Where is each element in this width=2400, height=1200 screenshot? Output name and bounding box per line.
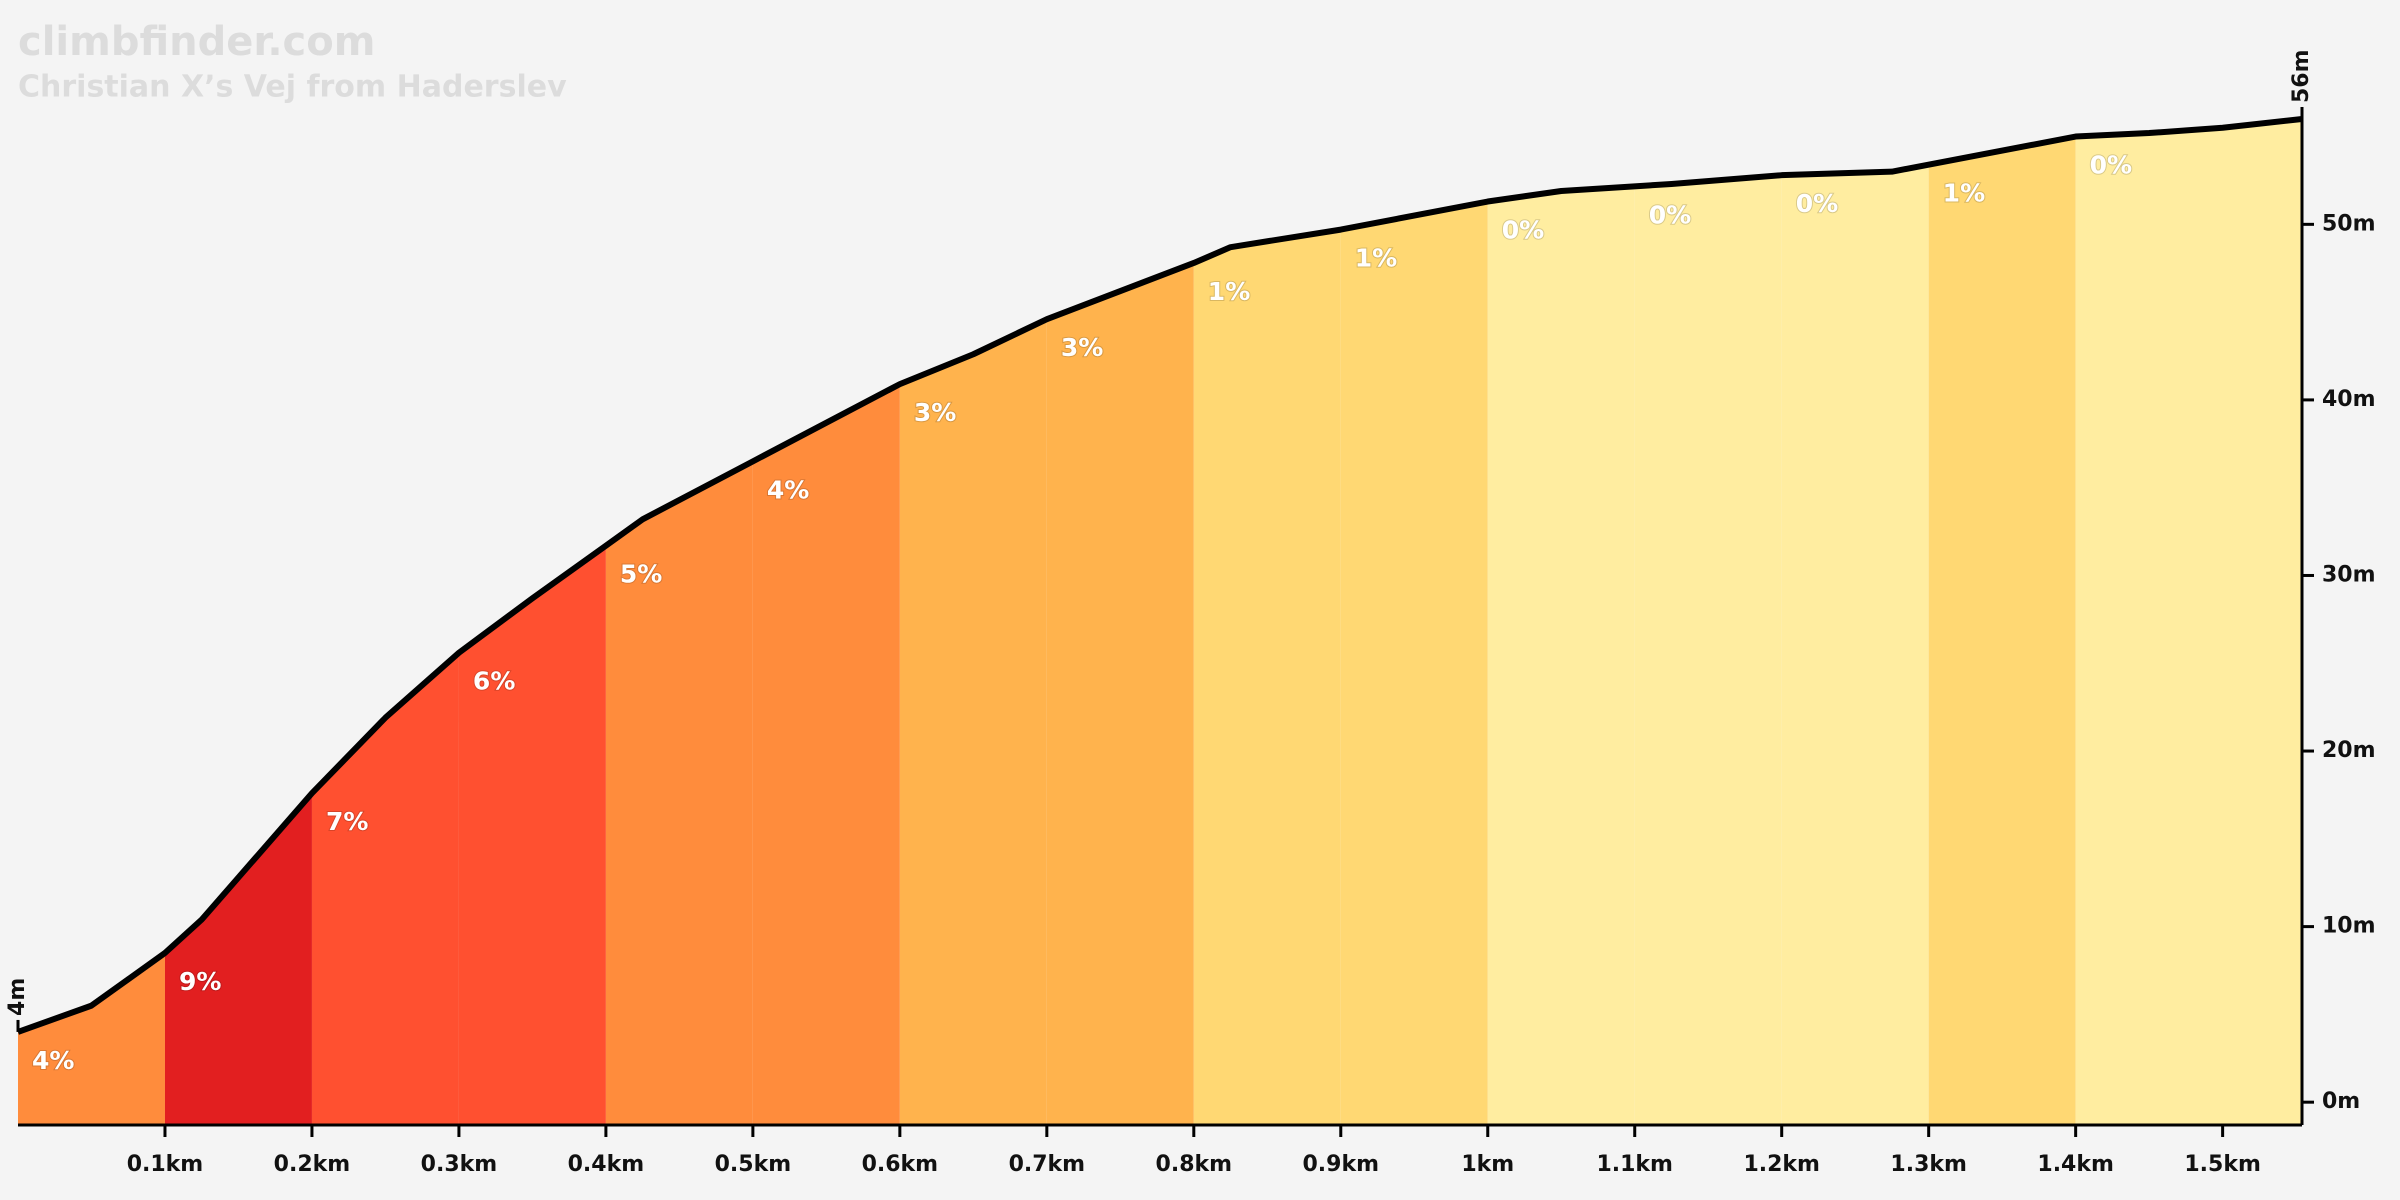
y-tick-label: 40m bbox=[2322, 387, 2376, 412]
grade-band bbox=[605, 461, 753, 1125]
grade-band bbox=[752, 384, 900, 1125]
x-tick-label: 1.5km bbox=[2184, 1152, 2261, 1177]
x-tick-label: 0.4km bbox=[568, 1152, 645, 1177]
grade-label: 6% bbox=[473, 667, 515, 696]
endpoint-label: 56m bbox=[2289, 49, 2314, 103]
x-tick-label: 0.5km bbox=[715, 1152, 792, 1177]
grade-label: 1% bbox=[1943, 179, 1985, 208]
grade-band bbox=[1340, 201, 1488, 1125]
x-tick-label: 0.7km bbox=[1009, 1152, 1086, 1177]
x-tick-label: 1.4km bbox=[2037, 1152, 2114, 1177]
chart-subtitle: Christian X’s Vej from Haderslev bbox=[18, 70, 567, 105]
grade-label: 5% bbox=[620, 560, 662, 589]
y-tick-label: 30m bbox=[2322, 562, 2376, 587]
grade-band bbox=[18, 952, 165, 1125]
grade-band bbox=[1781, 164, 1929, 1126]
grade-band bbox=[2075, 119, 2302, 1125]
grade-label: 0% bbox=[2090, 151, 2132, 180]
grade-label: 0% bbox=[1649, 200, 1691, 229]
y-tick-label: 50m bbox=[2322, 211, 2376, 236]
chart-title: climbfinder.com bbox=[18, 19, 375, 65]
grade-band bbox=[1634, 175, 1782, 1125]
grade-band bbox=[311, 652, 459, 1125]
x-tick-label: 1.1km bbox=[1596, 1152, 1673, 1177]
grade-label: 9% bbox=[179, 967, 221, 996]
x-tick-label: 1km bbox=[1461, 1152, 1514, 1177]
x-tick-label: 0.9km bbox=[1303, 1152, 1380, 1177]
grade-band bbox=[458, 545, 606, 1125]
grade-label: 7% bbox=[326, 807, 368, 836]
x-tick-label: 0.8km bbox=[1156, 1152, 1233, 1177]
y-tick-label: 0m bbox=[2322, 1089, 2360, 1114]
grade-label: 3% bbox=[914, 398, 956, 427]
x-tick-label: 0.2km bbox=[274, 1152, 351, 1177]
profile-line bbox=[16, 116, 2303, 1035]
x-tick-label: 0.6km bbox=[862, 1152, 939, 1177]
grade-label: 1% bbox=[1355, 244, 1397, 273]
grade-label: 1% bbox=[1208, 277, 1250, 306]
y-tick-label: 20m bbox=[2322, 738, 2376, 763]
grade-band bbox=[899, 319, 1047, 1125]
x-tick-label: 1.3km bbox=[1890, 1152, 1967, 1177]
x-tick-label: 1.2km bbox=[1743, 1152, 1820, 1177]
x-tick-label: 0.1km bbox=[127, 1152, 204, 1177]
grade-band bbox=[1928, 136, 2076, 1126]
grade-label: 0% bbox=[1796, 189, 1838, 218]
grade-band bbox=[164, 793, 312, 1125]
endpoint-label: 4m bbox=[5, 978, 30, 1016]
x-tick-label: 0.3km bbox=[421, 1152, 498, 1177]
grade-label: 0% bbox=[1502, 216, 1544, 245]
grade-label: 3% bbox=[1061, 333, 1103, 362]
y-tick-label: 10m bbox=[2322, 914, 2376, 939]
grade-band bbox=[1193, 229, 1341, 1126]
grade-band bbox=[1487, 186, 1635, 1125]
grade-label: 4% bbox=[767, 475, 809, 504]
grade-label: 4% bbox=[32, 1046, 74, 1075]
grade-band bbox=[1046, 262, 1194, 1125]
